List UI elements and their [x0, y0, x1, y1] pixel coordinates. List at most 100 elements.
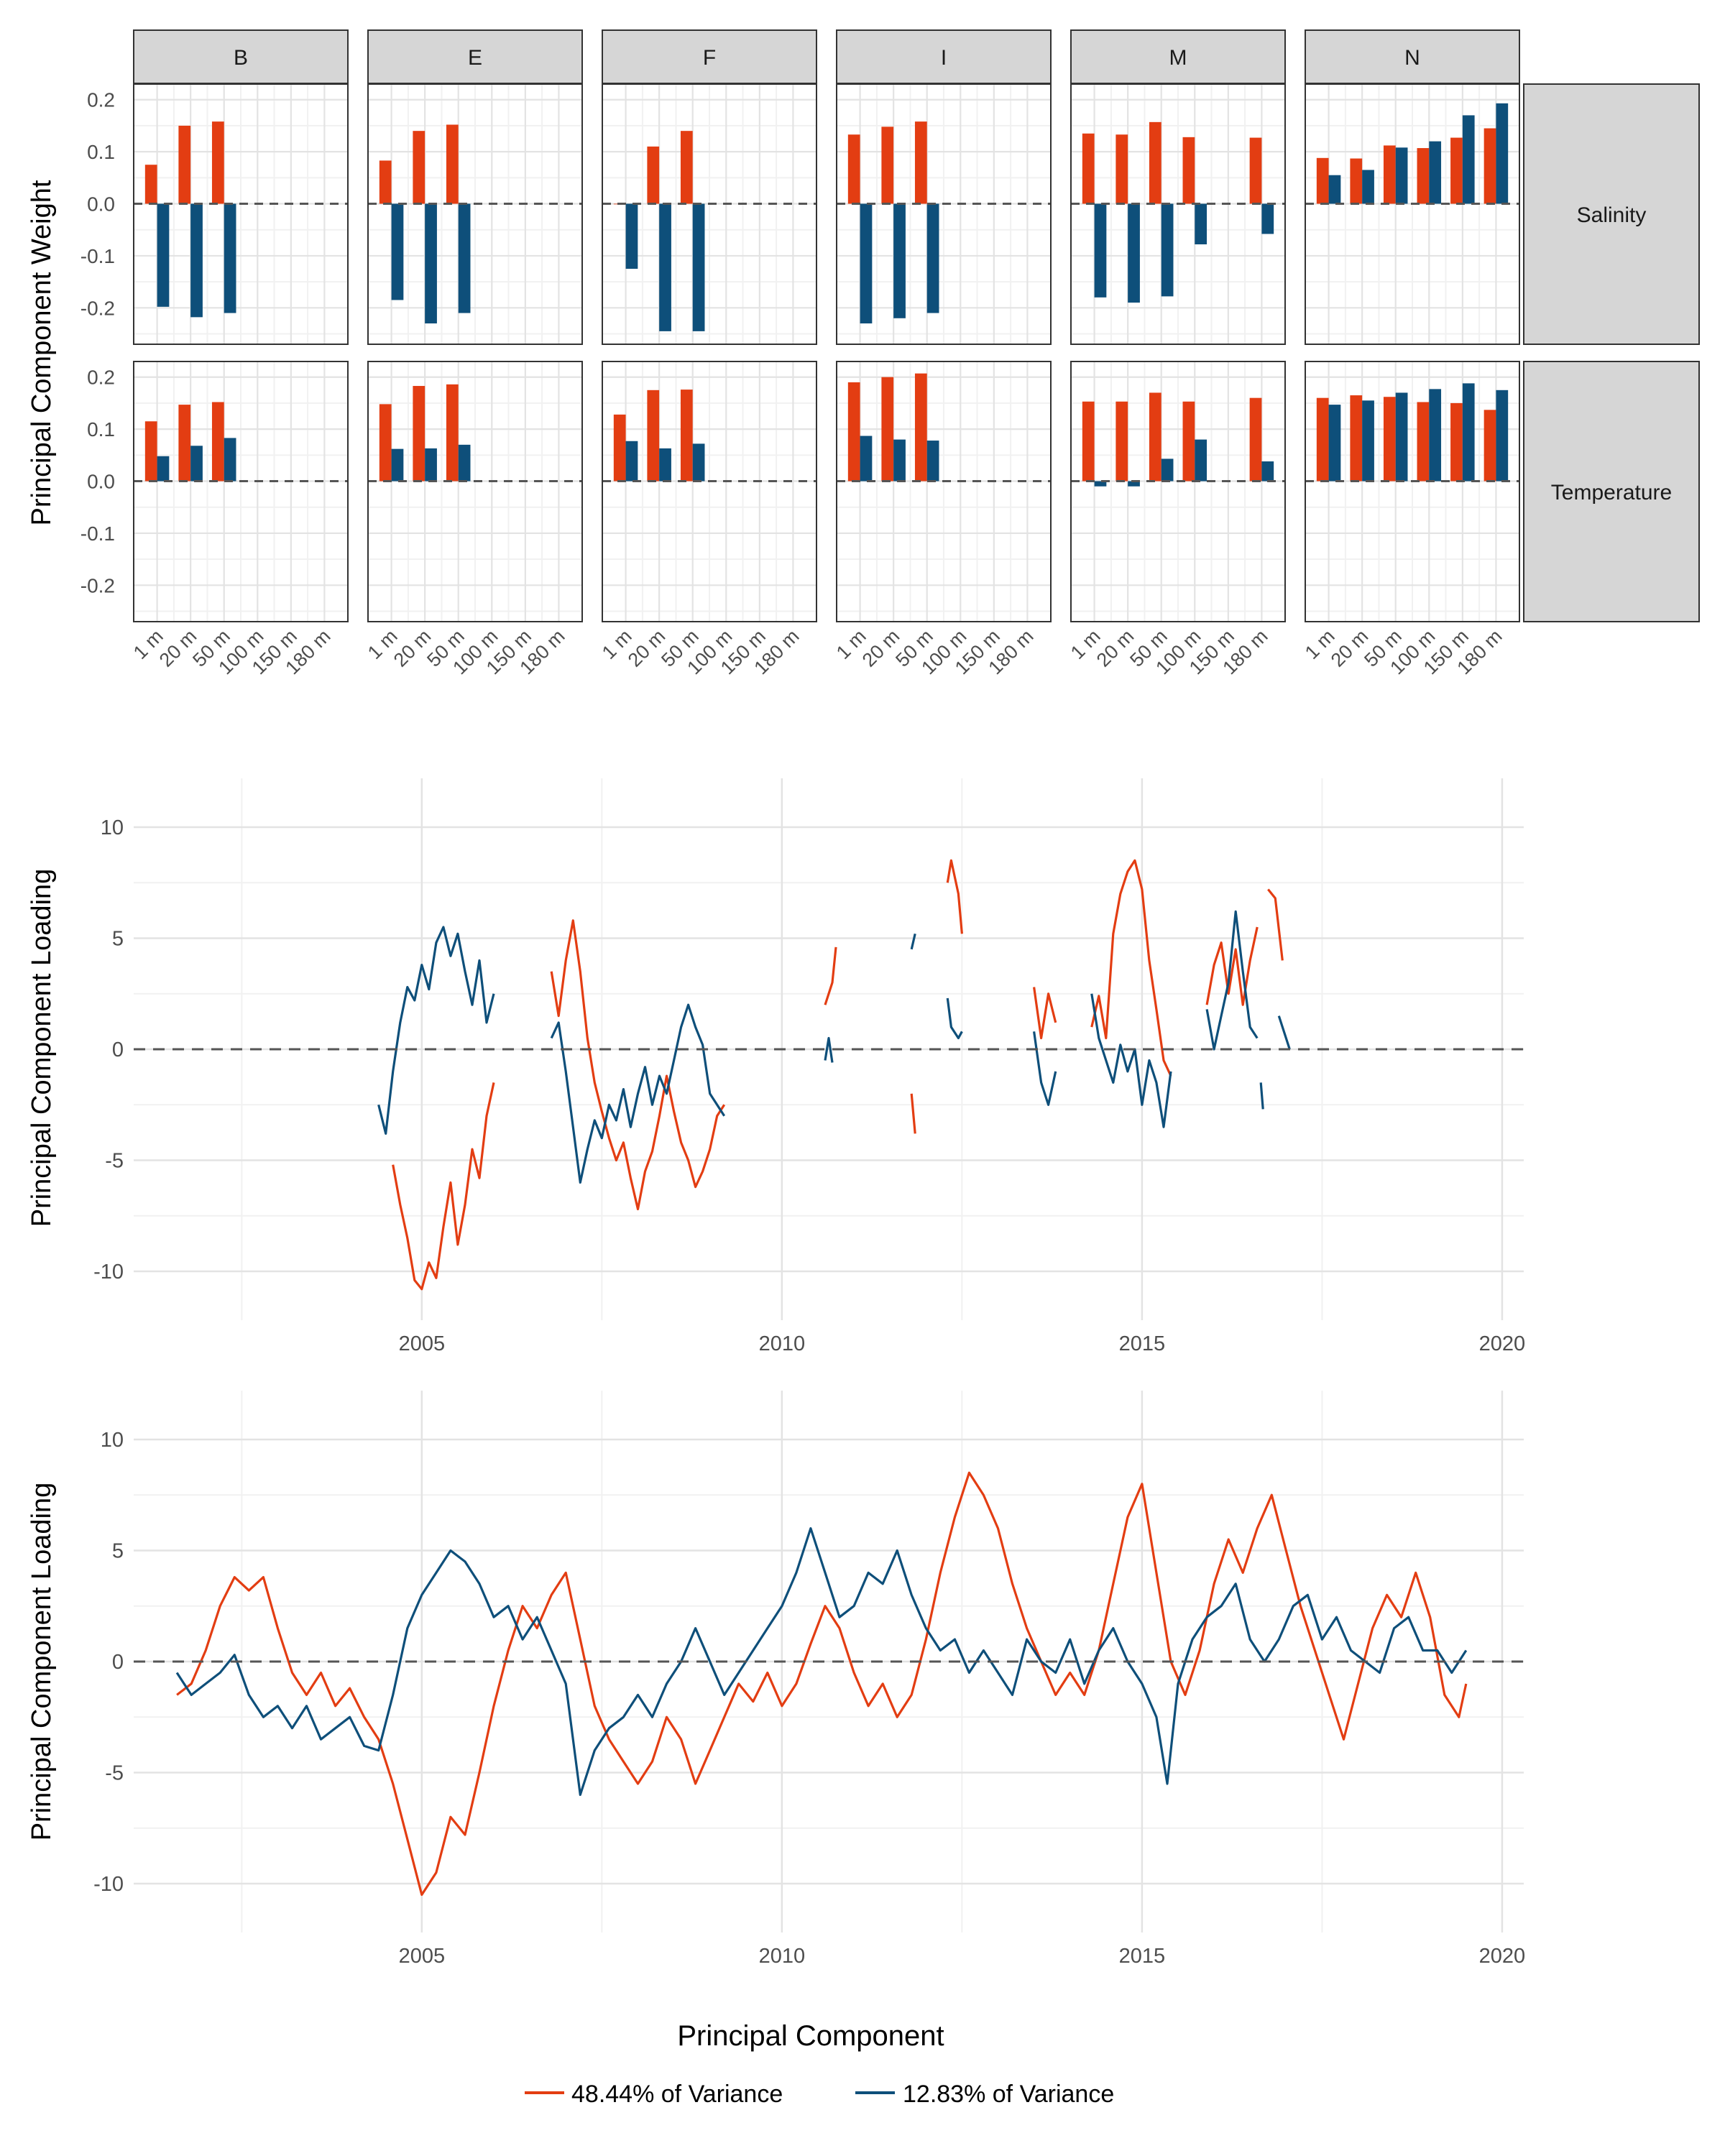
strip-col-N [1305, 29, 1520, 84]
strip-row-salinity [1523, 83, 1700, 345]
bar-pc2-M-temperature-3 [1195, 439, 1208, 482]
bar-ytick-label: -0.2 [80, 574, 115, 596]
bar-pc1-M-salinity-3 [1182, 137, 1195, 204]
bar-ytick-label: -0.2 [80, 297, 115, 319]
bar-pc1-F-temperature-1 [647, 390, 660, 482]
timeseries-full-plot: 2005 2010 2015 2020 10 5 0 -5 -10 [93, 1391, 1525, 1968]
series-line-pc2-4 [946, 998, 963, 1040]
bar-pc1-M-temperature-3 [1182, 401, 1195, 482]
series-line-pc1-2 [824, 946, 837, 1005]
series-line-pc1-8 [1267, 888, 1284, 961]
series-line-pc2-3 [910, 933, 916, 950]
bar-pc1-I-salinity-2 [914, 121, 927, 204]
bar-pc1-M-temperature-5 [1249, 397, 1262, 482]
bar-pc2-F-temperature-0 [625, 441, 638, 482]
series-line-pc1-0 [176, 1471, 1468, 1897]
bar-xtick-label: 20 m [858, 625, 904, 671]
ts-xtick-label: 2015 [1119, 1945, 1166, 1968]
bar-pc1-F-salinity-1 [647, 146, 660, 204]
bar-pc1-I-temperature-2 [914, 373, 927, 482]
bar-pc2-M-temperature-5 [1261, 461, 1274, 482]
bar-pc2-M-salinity-1 [1128, 203, 1140, 303]
bar-pc1-N-temperature-0 [1316, 397, 1329, 482]
series-line-pc2-6 [1090, 993, 1172, 1128]
bar-pc1-B-salinity-1 [178, 125, 191, 204]
ts1-ylabel: Principal Component Loading [27, 869, 57, 1227]
bar-xtick-label: 20 m [390, 625, 436, 671]
bar-pc1-N-salinity-3 [1417, 148, 1430, 204]
strip-row-temperature [1523, 361, 1700, 622]
bar-pc2-I-temperature-0 [860, 436, 873, 482]
series-line-pc1-4 [946, 859, 963, 934]
bar-pc2-B-temperature-1 [190, 446, 203, 482]
bar-ytick-label: 0.0 [87, 193, 115, 216]
bar-ytick-label: 0.2 [87, 367, 115, 389]
bar-pc2-N-salinity-3 [1429, 141, 1442, 204]
bar-pc1-M-temperature-1 [1116, 401, 1128, 482]
strip-col-B [133, 29, 349, 84]
strip-col-label-I: I [941, 46, 947, 70]
bar-xtick-label: 20 m [155, 625, 201, 671]
panel-border [1070, 83, 1286, 345]
bar-pc1-N-temperature-1 [1350, 395, 1363, 482]
panel-border [367, 361, 583, 622]
panel-border [1305, 361, 1520, 622]
legend-label-pc1: 48.44% of Variance [571, 2081, 783, 2108]
panel-border [1070, 361, 1286, 622]
panel-border [836, 83, 1052, 345]
bar-pc2-B-temperature-2 [224, 438, 236, 482]
bar-pc2-B-salinity-0 [157, 203, 170, 307]
bar-pc2-N-temperature-2 [1395, 392, 1408, 482]
bar-ytick-label: 0.0 [87, 471, 115, 493]
series-line-pc2-0 [377, 926, 495, 1135]
bar-ytick-label: -0.1 [80, 245, 115, 267]
bar-ytick-label: -0.1 [80, 522, 115, 545]
strip-col-E [367, 29, 583, 84]
timeseries-subset-plot: 2005 2010 2015 2020 10 5 0 -5 -10 [93, 778, 1525, 1355]
bar-pc2-M-salinity-0 [1094, 203, 1107, 298]
ts-ytick-label: 5 [112, 1539, 124, 1562]
bar-pc2-I-salinity-2 [926, 203, 939, 313]
bar-pc1-I-salinity-1 [881, 126, 894, 204]
bar-pc1-N-temperature-5 [1484, 410, 1496, 482]
bar-pc1-N-salinity-0 [1316, 157, 1329, 204]
bar-pc2-B-salinity-1 [190, 203, 203, 318]
legend-label-pc2: 12.83% of Variance [903, 2081, 1114, 2108]
series-line-pc1-1 [550, 919, 726, 1211]
bar-pc2-M-salinity-3 [1195, 203, 1208, 244]
ts-ytick-label: -5 [105, 1150, 124, 1173]
ts-xtick-label: 2020 [1479, 1332, 1526, 1355]
xaxis-title: Principal Component [677, 2020, 944, 2052]
bar-pc1-N-salinity-4 [1450, 137, 1463, 204]
series-line-pc1-0 [392, 1082, 495, 1291]
bar-pc2-E-temperature-0 [391, 448, 404, 482]
bar-pc1-M-salinity-0 [1082, 133, 1095, 204]
bar-pc2-F-temperature-2 [692, 443, 705, 482]
series-line-pc1-5 [1033, 987, 1057, 1040]
ts-ytick-label: 5 [112, 927, 124, 950]
bar-pc1-N-salinity-5 [1484, 128, 1496, 204]
ts-xtick-label: 2005 [399, 1332, 446, 1355]
bar-pc1-I-salinity-0 [847, 134, 860, 204]
panel-border [836, 361, 1052, 622]
ts-xtick-label: 2015 [1119, 1332, 1166, 1355]
panel-border [133, 361, 349, 622]
bar-pc2-N-salinity-4 [1462, 115, 1475, 204]
panel-border [602, 361, 817, 622]
bar-pc2-F-salinity-1 [659, 203, 671, 331]
bar-pc2-N-temperature-0 [1328, 405, 1341, 482]
bar-pc2-N-salinity-5 [1496, 103, 1509, 204]
bar-pc1-E-temperature-0 [379, 404, 392, 482]
bar-pc1-M-salinity-2 [1149, 121, 1162, 204]
bar-pc1-N-temperature-4 [1450, 402, 1463, 482]
bar-pc1-E-salinity-1 [413, 131, 426, 204]
series-line-pc2-7 [1205, 910, 1259, 1051]
bar-pc2-E-salinity-1 [425, 203, 437, 324]
bar-pc2-F-temperature-1 [659, 448, 671, 482]
bar-pc2-M-temperature-2 [1161, 459, 1174, 482]
ts-ytick-label: 0 [112, 1651, 124, 1674]
bar-panels: B E F I M N Salinity Temperature 0.2 0.1 0.0 -0.1 -0… [80, 29, 1700, 678]
bar-pc1-E-temperature-1 [413, 386, 426, 482]
ts-ytick-label: 0 [112, 1038, 124, 1061]
bar-pc2-N-temperature-1 [1362, 400, 1374, 482]
